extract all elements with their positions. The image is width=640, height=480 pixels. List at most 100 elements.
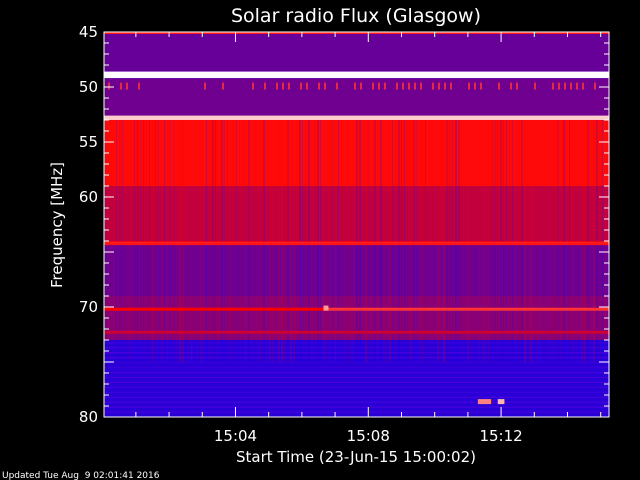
time-streak — [521, 120, 523, 362]
time-streak — [275, 120, 276, 362]
x-axis: 15:04 15:08 15:12 — [135, 32, 602, 445]
frequency-striation — [104, 411, 609, 413]
time-streak — [545, 120, 547, 362]
time-streak — [440, 120, 441, 362]
modulation-dot — [534, 82, 536, 90]
time-streak — [491, 120, 493, 362]
radio-bursts — [323, 305, 505, 405]
time-streak — [269, 120, 271, 362]
time-streak — [602, 120, 603, 362]
time-streak — [512, 120, 513, 362]
time-streak — [368, 120, 369, 362]
time-streak — [452, 120, 453, 362]
time-streak — [299, 120, 301, 362]
time-streak — [320, 120, 321, 362]
time-streak — [158, 120, 159, 362]
modulation-dot — [138, 82, 140, 90]
time-streak — [422, 120, 423, 362]
modulation-dot — [402, 82, 404, 90]
time-streak — [296, 120, 297, 362]
modulation-dot — [552, 82, 554, 90]
time-streak — [260, 120, 261, 362]
modulation-dot — [450, 82, 452, 90]
time-streak — [563, 120, 565, 362]
emission-lines — [104, 71, 609, 334]
time-streak — [503, 120, 504, 362]
frequency-striation — [104, 362, 609, 364]
modulation-dot — [516, 82, 518, 90]
time-streak — [386, 120, 387, 362]
time-streak — [539, 120, 540, 362]
time-streak — [419, 120, 420, 362]
frequency-striation — [104, 396, 609, 398]
frequency-band-8 — [104, 245, 609, 296]
emission-line-5 — [104, 330, 609, 334]
modulation-dot — [336, 82, 338, 90]
time-streak — [596, 120, 598, 362]
time-streak — [494, 120, 496, 362]
modulation-dot — [354, 82, 356, 90]
modulation-dot — [306, 82, 308, 90]
time-streak — [194, 120, 195, 362]
time-streak — [326, 120, 327, 362]
time-streak — [119, 120, 121, 362]
time-streak — [281, 120, 283, 362]
time-streak — [524, 120, 526, 362]
modulation-dot — [444, 82, 446, 90]
time-streak — [437, 120, 439, 362]
time-streak — [410, 120, 412, 362]
frequency-band-6 — [104, 186, 609, 241]
time-streak — [458, 120, 460, 362]
time-streak — [443, 120, 445, 362]
frequency-band-1 — [104, 34, 609, 72]
y-tick-label-2: 55 — [79, 133, 98, 151]
modulation-dot — [510, 82, 512, 90]
time-streak — [434, 120, 435, 362]
time-streak — [176, 120, 178, 362]
chart-title: Solar radio Flux (Glasgow) — [231, 5, 481, 27]
y-tick-label-3: 60 — [79, 188, 98, 206]
modulation-dot — [480, 82, 482, 90]
time-streak — [125, 120, 127, 362]
time-streak — [527, 120, 528, 362]
time-streak — [425, 120, 426, 362]
time-streak — [185, 120, 186, 362]
modulation-dot — [324, 82, 326, 90]
x-tick-label-1: 15:08 — [347, 427, 390, 445]
time-streak — [278, 120, 280, 362]
time-streak — [284, 120, 285, 362]
frequency-striation — [104, 366, 609, 369]
time-streak — [206, 120, 207, 362]
time-streak — [170, 120, 171, 362]
time-streak — [314, 120, 316, 362]
time-streak — [593, 120, 595, 362]
time-streak — [251, 120, 252, 362]
time-streak — [236, 120, 237, 362]
time-streak — [380, 120, 382, 362]
time-streak — [245, 120, 246, 362]
time-streak — [554, 120, 556, 362]
y-axis-label: Frequency [MHz] — [48, 162, 66, 288]
modulation-dot — [576, 82, 578, 90]
time-streak — [188, 120, 189, 362]
time-streak — [548, 120, 550, 362]
time-streak — [461, 120, 462, 362]
time-streak — [551, 120, 552, 362]
time-streak — [305, 120, 306, 362]
time-streak — [155, 120, 156, 362]
time-streak — [149, 120, 150, 362]
emission-line-3 — [104, 307, 326, 311]
time-streak — [137, 120, 138, 362]
modulation-dot — [474, 82, 476, 90]
time-streak — [332, 120, 333, 362]
time-streak — [350, 120, 351, 362]
time-streak — [272, 120, 274, 362]
time-streak — [311, 120, 312, 362]
time-streak — [212, 120, 214, 362]
time-streak — [431, 120, 433, 362]
time-streak — [530, 120, 532, 362]
time-streak — [374, 120, 376, 362]
time-streak — [293, 120, 295, 362]
time-streak — [113, 120, 114, 362]
